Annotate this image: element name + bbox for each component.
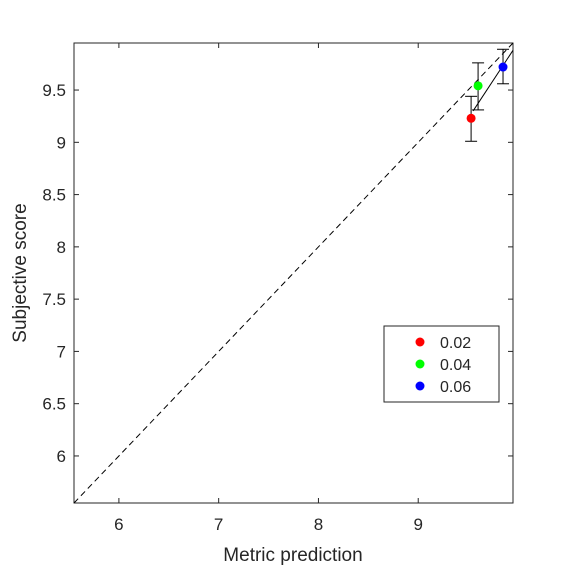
legend-label-1: 0.04 bbox=[440, 357, 471, 374]
legend-marker-1 bbox=[415, 359, 425, 369]
fit-line bbox=[472, 50, 514, 112]
legend-marker-0 bbox=[415, 337, 425, 347]
legend-box bbox=[383, 325, 500, 403]
y-tick-label: 7 bbox=[57, 342, 66, 361]
y-axis-title: Subjective score bbox=[10, 203, 31, 342]
y-tick-label: 8.5 bbox=[42, 186, 66, 205]
y-tick-label: 6.5 bbox=[42, 395, 66, 414]
y-tick-label: 9.5 bbox=[42, 81, 66, 100]
x-tick-label: 8 bbox=[314, 515, 323, 534]
x-tick-label: 7 bbox=[214, 515, 223, 534]
y-tick-label: 9 bbox=[57, 133, 66, 152]
y-tick-label: 6 bbox=[57, 447, 66, 466]
data-point-1 bbox=[473, 81, 483, 91]
legend-label-0: 0.02 bbox=[440, 335, 471, 352]
legend: 0.02 0.04 0.06 bbox=[383, 325, 500, 403]
x-tick-label: 9 bbox=[413, 515, 422, 534]
y-tick-label: 7.5 bbox=[42, 290, 66, 309]
x-tick-label: 6 bbox=[114, 515, 123, 534]
legend-marker-2 bbox=[415, 381, 425, 391]
data-point-0 bbox=[466, 113, 476, 123]
reference-line bbox=[73, 42, 514, 504]
x-axis-title: Metric prediction bbox=[223, 545, 362, 566]
y-tick-label: 8 bbox=[57, 238, 66, 257]
data-point-2 bbox=[498, 62, 508, 72]
legend-label-2: 0.06 bbox=[440, 379, 471, 396]
